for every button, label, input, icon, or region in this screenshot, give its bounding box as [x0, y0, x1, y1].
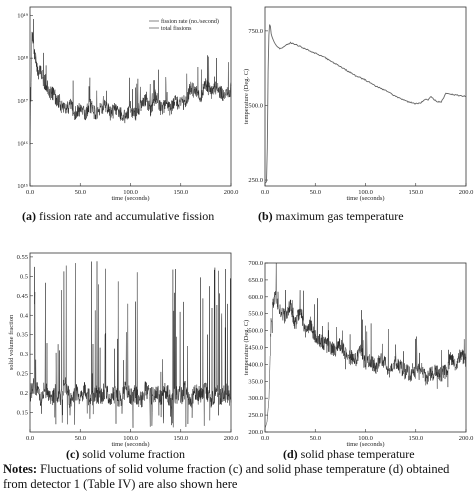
- y-tick-label: 0.15: [17, 410, 28, 417]
- x-tick-label: 200.0: [224, 435, 239, 442]
- y-tick-label: 0.3: [20, 351, 28, 358]
- y-tick-label: 650.0: [248, 277, 263, 284]
- x-tick-label: 0.0: [26, 189, 34, 196]
- caption-label: (b): [258, 209, 276, 223]
- x-tick-label: 100.0: [358, 435, 373, 442]
- y-tick-label: 10¹⁶: [17, 140, 28, 147]
- legend: fission rate (no./second)total fissions: [149, 18, 219, 32]
- x-tick-label: 100.0: [123, 435, 138, 442]
- series-line-0: [264, 24, 466, 184]
- y-tick-label: 400.0: [248, 361, 263, 368]
- x-tick-label: 50.0: [75, 189, 86, 196]
- x-tick-label: 0.0: [261, 189, 269, 196]
- x-tick-label: 200.0: [459, 189, 474, 196]
- y-tick-label: 10¹⁵: [17, 183, 28, 190]
- legend-entry: fission rate (no./second): [161, 18, 219, 25]
- caption-label: (a): [22, 209, 39, 223]
- y-tick-label: 10¹⁸: [17, 55, 28, 62]
- x-tick-label: 200.0: [459, 435, 474, 442]
- x-axis-label: time (seconds): [111, 195, 149, 202]
- y-tick-label: 0.45: [17, 293, 28, 300]
- y-tick-label: 500.0: [248, 102, 263, 109]
- y-tick-label: 0.2: [20, 390, 28, 397]
- panel-caption: (c) solid volume fraction: [66, 447, 185, 460]
- notes-label: Notes:: [3, 462, 38, 476]
- x-tick-label: 50.0: [310, 435, 321, 442]
- caption-text: fission rate and accumulative fission: [39, 209, 214, 223]
- y-tick-label: 0.5: [20, 273, 28, 280]
- y-tick-label: 600.0: [248, 294, 263, 301]
- x-tick-label: 150.0: [173, 189, 188, 196]
- y-tick-label: 350.0: [248, 378, 263, 385]
- plot-frame: [264, 6, 467, 187]
- x-tick-label: 0.0: [26, 435, 34, 442]
- y-tick-label: 250.0: [248, 177, 263, 184]
- y-tick-label: 10¹⁷: [17, 98, 28, 105]
- y-tick-label: 700.0: [248, 260, 263, 267]
- y-tick-label: 250.0: [248, 412, 263, 419]
- x-tick-label: 50.0: [310, 189, 321, 196]
- chart-panel-a: 0.0 50.0 100.0 150.0 200.0 10¹⁵ 10¹⁶ 10¹⁷ 10¹⁸ 10…: [17, 6, 239, 223]
- panel-caption: (a) fission rate and accumulative fissio…: [22, 209, 214, 223]
- x-tick-label: 100.0: [123, 189, 138, 196]
- x-axis-label: time (seconds): [346, 441, 384, 448]
- y-tick-label: 450.0: [248, 345, 263, 352]
- x-tick-label: 150.0: [173, 435, 188, 442]
- y-tick-label: 200.0: [248, 429, 263, 436]
- chart-panel-c: 0.0 50.0 100.0 150.0 200.0 0.15 0.2 0.25 0.3 0.35…: [8, 252, 239, 460]
- plot-frame: [29, 6, 232, 187]
- notes-text: Fluctuations of solid volume fraction (c…: [3, 462, 450, 491]
- y-tick-label: 750.0: [248, 28, 263, 35]
- caption-text: maximum gas temperature: [276, 209, 404, 223]
- panel-caption: (b) maximum gas temperature: [258, 209, 404, 223]
- x-axis-label: time (seconds): [346, 195, 384, 202]
- series-line-0: [29, 261, 232, 428]
- y-tick-label: 0.4: [20, 312, 29, 319]
- x-tick-label: 150.0: [408, 189, 423, 196]
- y-axis-label: solid volume fraction: [8, 314, 15, 370]
- chart-panel-d: 0.0 50.0 100.0 150.0 200.0 200.0 250.0 300.0 350…: [243, 260, 473, 460]
- x-tick-label: 50.0: [75, 435, 86, 442]
- caption-text: solid phase temperature: [301, 447, 415, 460]
- series-line-0: [29, 18, 232, 145]
- panel-caption: (d) solid phase temperature: [283, 447, 415, 460]
- y-tick-label: 500.0: [248, 328, 263, 335]
- y-tick-label: 10¹⁹: [17, 13, 28, 20]
- legend-entry: total fissions: [161, 25, 192, 32]
- x-tick-label: 100.0: [358, 189, 373, 196]
- figure-notes: Notes: Fluctuations of solid volume frac…: [3, 462, 473, 492]
- x-tick-label: 150.0: [408, 435, 423, 442]
- x-tick-label: 0.0: [261, 435, 269, 442]
- y-tick-label: 300.0: [248, 395, 263, 402]
- y-tick-label: 0.25: [17, 371, 28, 378]
- x-axis-label: time (seconds): [111, 441, 149, 448]
- caption-label: (c): [66, 447, 82, 460]
- y-tick-label: 550.0: [248, 311, 263, 318]
- caption-label: (d): [283, 447, 301, 460]
- y-tick-label: 0.35: [17, 332, 28, 339]
- y-axis-label: temperature (Deg. C): [243, 69, 250, 124]
- series-line-0: [264, 262, 467, 429]
- figure-canvas: 0.0 50.0 100.0 150.0 200.0 10¹⁵ 10¹⁶ 10¹⁷ 10¹⁸ 10…: [8, 6, 474, 460]
- y-tick-label: 0.55: [17, 254, 28, 261]
- chart-panel-b: 0.0 50.0 100.0 150.0 200.0 250.0 500.0 750.0 tim…: [243, 6, 474, 223]
- y-axis-label: temperature (Deg. C): [243, 320, 250, 375]
- caption-text: solid volume fraction: [82, 447, 185, 460]
- x-tick-label: 200.0: [224, 189, 239, 196]
